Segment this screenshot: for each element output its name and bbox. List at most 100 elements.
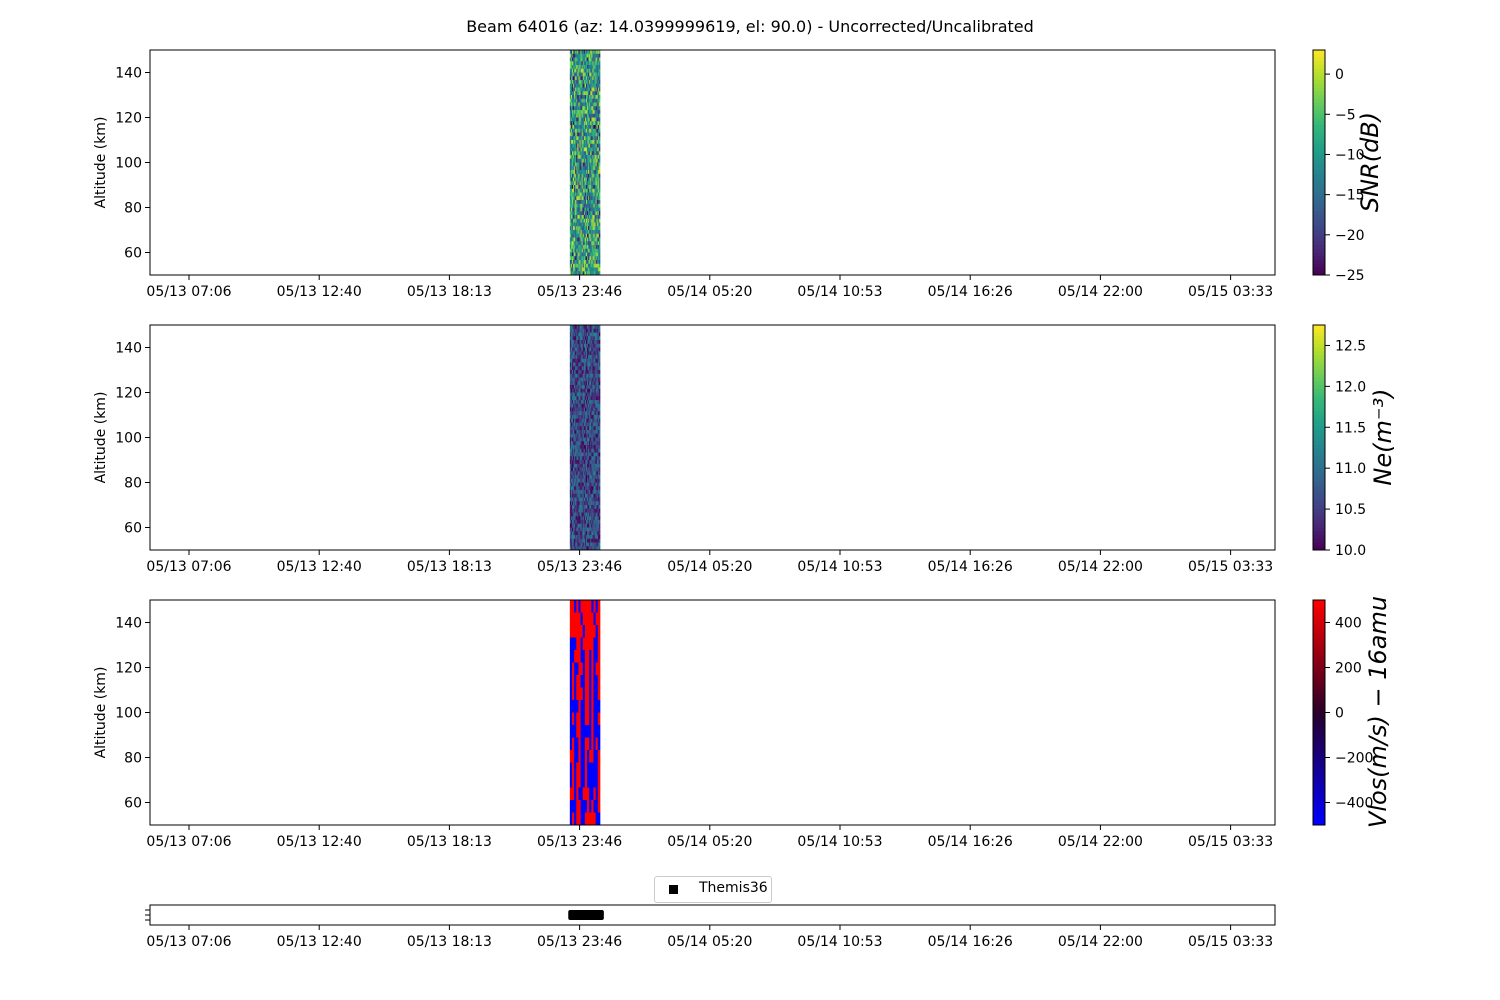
snr-cell <box>576 128 578 133</box>
vlos-cell <box>591 750 594 763</box>
ne-cell <box>579 467 581 472</box>
snr-cell <box>574 50 576 55</box>
ne-cell <box>590 373 592 378</box>
snr-cell <box>592 166 594 171</box>
ne-cell <box>590 512 592 517</box>
snr-cell <box>580 200 583 205</box>
ne-cell <box>570 407 573 412</box>
ne-cell <box>590 456 592 461</box>
vlos-cell <box>587 637 590 651</box>
snr-cell <box>589 158 591 163</box>
snr-cell <box>581 237 584 242</box>
snr-cell <box>596 140 599 145</box>
snr-cell <box>570 222 573 227</box>
snr-cell <box>593 192 595 197</box>
snr-cell <box>571 203 574 208</box>
vlos-colorbar-step <box>1313 648 1325 653</box>
snr-cell <box>588 128 590 133</box>
ne-cell <box>574 355 576 360</box>
vlos-cell <box>582 787 586 801</box>
vlos-cell <box>597 662 601 676</box>
snr-cell <box>597 140 600 145</box>
ne-cell <box>584 482 587 487</box>
vlos-colorbar-step <box>1313 772 1325 777</box>
snr-cell <box>587 98 589 103</box>
snr-cell <box>595 121 598 126</box>
snr-cell <box>578 68 580 73</box>
snr-cell <box>596 233 599 238</box>
ne-cell <box>585 370 588 375</box>
snr-cell <box>575 207 577 212</box>
snr-cell <box>573 215 575 220</box>
ne-cell <box>597 441 600 446</box>
ne-cell <box>591 486 593 491</box>
ne-cell <box>592 358 594 363</box>
snr-cell <box>590 102 592 107</box>
ne-cell <box>590 516 592 521</box>
vlos-cell <box>574 775 577 788</box>
ne-cell <box>581 486 584 491</box>
vlos-cell <box>591 812 594 826</box>
vlos-cell <box>582 650 586 663</box>
snr-cell <box>598 102 601 107</box>
ne-cell <box>591 411 593 416</box>
ne-cell <box>570 456 573 461</box>
ne-cell <box>582 381 585 386</box>
ne-cell <box>592 366 594 371</box>
ne-cell <box>593 471 595 476</box>
snr-cell <box>592 117 594 122</box>
snr-cell <box>587 200 589 205</box>
snr-cell <box>583 166 586 171</box>
ne-cell <box>594 358 597 363</box>
ne-cell <box>588 508 590 513</box>
ne-cell <box>597 523 600 528</box>
ne-cell <box>575 527 577 532</box>
snr-cell <box>578 72 580 77</box>
snr-cell <box>579 132 581 137</box>
ne-cell <box>571 370 574 375</box>
ne-cell <box>569 362 572 367</box>
vlos-cell <box>574 787 577 801</box>
ne-cell <box>595 336 598 341</box>
snr-cell <box>577 83 579 88</box>
snr-cell <box>580 132 583 137</box>
ne-cell <box>574 418 576 423</box>
ne-cell <box>584 512 587 517</box>
ne-cell <box>577 505 579 510</box>
vlos-cell <box>576 812 579 826</box>
ne-cell <box>596 437 599 442</box>
snr-cell <box>593 241 595 246</box>
ne-cell <box>588 396 590 401</box>
vlos-cell <box>597 637 601 651</box>
ne-cell <box>574 370 576 375</box>
snr-cell <box>576 260 578 265</box>
ne-cell <box>584 403 587 408</box>
ne-cell <box>575 385 577 390</box>
ne-cell <box>581 347 584 352</box>
snr-cell <box>579 196 581 201</box>
snr-cell <box>573 61 575 66</box>
snr-cell <box>580 65 583 70</box>
ne-cell <box>578 351 580 356</box>
ne-cell <box>569 343 572 348</box>
ne-cell <box>580 396 583 401</box>
snr-cell <box>584 113 587 118</box>
ne-cell <box>596 400 599 405</box>
snr-cell <box>591 80 593 85</box>
ne-cell <box>590 340 592 345</box>
snr-cell <box>590 241 592 246</box>
vlos-colorbar-step <box>1313 802 1325 807</box>
ne-cell <box>591 433 593 438</box>
vlos-colorbar-step <box>1313 607 1325 612</box>
snr-cell <box>587 241 589 246</box>
ne-cell <box>594 520 597 525</box>
ne-cell <box>594 497 597 502</box>
ne-cell <box>594 508 597 513</box>
vlos-cell <box>589 675 592 688</box>
snr-cell <box>587 188 589 193</box>
snr-cell <box>583 200 586 205</box>
snr-colorbar-step <box>1313 110 1325 115</box>
ne-cell <box>569 448 572 453</box>
ne-cell <box>581 340 584 345</box>
snr-cell <box>574 117 576 122</box>
